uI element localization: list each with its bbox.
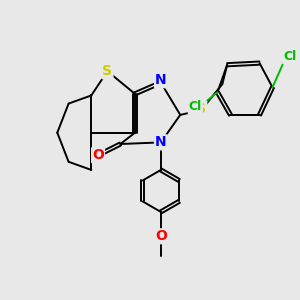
Text: S: S bbox=[196, 102, 206, 116]
Text: S: S bbox=[102, 64, 112, 78]
Text: O: O bbox=[92, 148, 104, 162]
Text: Cl: Cl bbox=[189, 100, 202, 113]
Text: N: N bbox=[155, 135, 167, 149]
Text: Cl: Cl bbox=[283, 50, 296, 63]
Text: O: O bbox=[155, 229, 167, 243]
Text: N: N bbox=[155, 73, 167, 87]
